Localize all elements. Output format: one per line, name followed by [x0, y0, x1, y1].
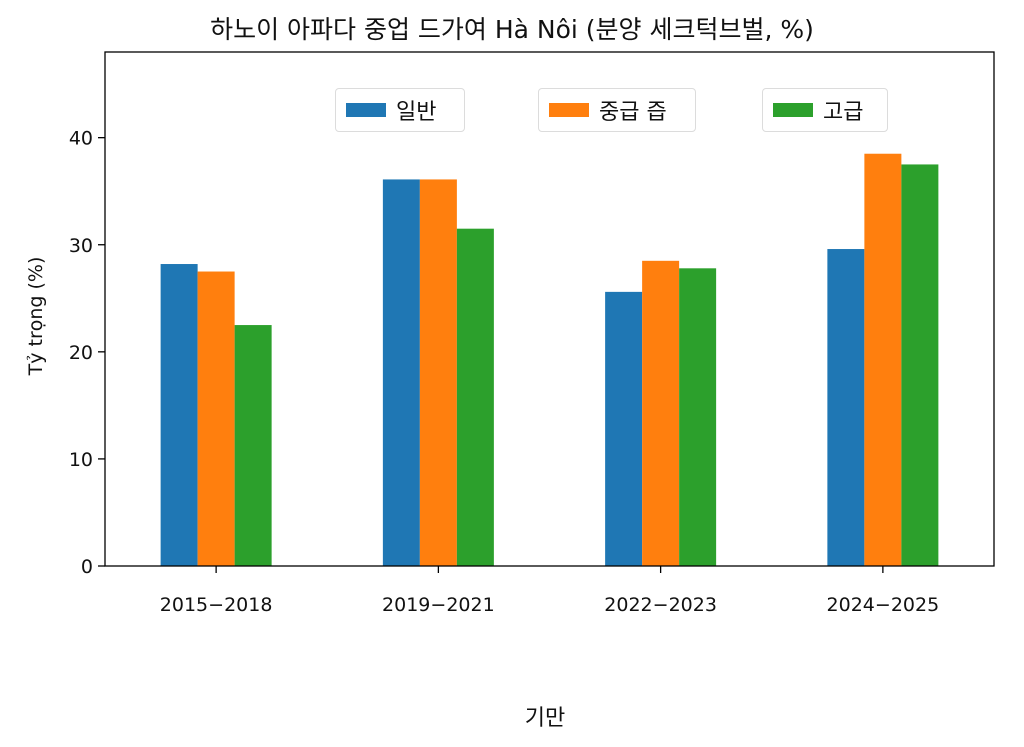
- y-tick-label: 10: [69, 449, 93, 471]
- legend-swatch-series-3: [773, 103, 813, 117]
- y-tick-label: 30: [69, 235, 93, 257]
- legend-label-series-3: 고급: [823, 100, 864, 125]
- x-tick-label: 2022−2023: [604, 594, 717, 616]
- bar-3-1: [234, 325, 272, 566]
- bar-3-2: [456, 228, 494, 566]
- plot-frame: [104, 51, 995, 567]
- bar-2-2: [419, 179, 457, 566]
- legend-swatch-series-1: [346, 103, 386, 117]
- bar-2-1: [197, 271, 235, 566]
- bar-1-2: [382, 179, 420, 566]
- bars-layer: [160, 153, 939, 567]
- x-tick-label: 2015−2018: [160, 594, 273, 616]
- x-axis-label: 기만: [524, 706, 566, 731]
- legend-item-series-2: 중급 즙: [538, 88, 696, 132]
- x-tick-label: 2024−2025: [827, 594, 940, 616]
- bar-3-3: [679, 268, 717, 566]
- legend-item-series-3: 고급: [762, 88, 888, 132]
- legend-item-series-1: 일반: [335, 88, 465, 132]
- bar-2-3: [642, 260, 680, 566]
- y-axis-label: Tỷ trọng (%): [25, 256, 47, 376]
- legend-label-series-1: 일반: [396, 100, 437, 125]
- bar-1-1: [160, 264, 198, 566]
- x-tick-label: 2019−2021: [382, 594, 495, 616]
- legend-swatch-series-2: [549, 103, 589, 117]
- bar-1-4: [827, 249, 865, 567]
- axes-layer: 0 10 20 30 40 2015−2018 2019−2021 2022−2023 2024…: [69, 51, 995, 616]
- y-tick-label: 40: [69, 128, 93, 150]
- bar-1-3: [605, 291, 643, 566]
- legend-label-series-2: 중급 즙: [599, 100, 667, 125]
- y-tick-label: 20: [69, 342, 93, 364]
- chart-title: 하노이 아파다 중업 드가여 Hà Nôi (분양 세크턱브벌, %): [210, 15, 814, 44]
- bar-3-4: [901, 164, 939, 566]
- y-tick-label: 0: [81, 556, 93, 578]
- bar-2-4: [864, 153, 902, 566]
